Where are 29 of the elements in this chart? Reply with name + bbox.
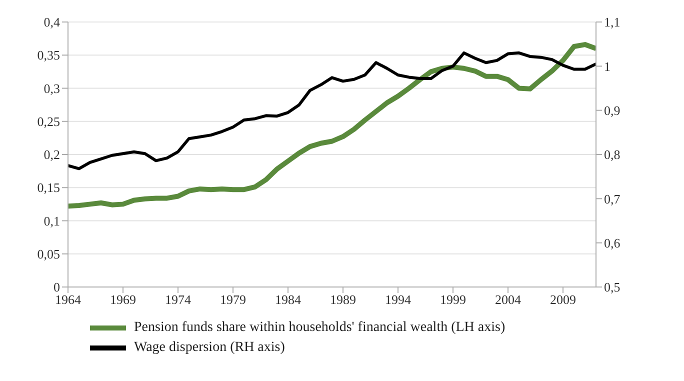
y2-tick-label: 0,6 (604, 235, 621, 250)
y-tick-label: 0 (54, 280, 60, 295)
y2-tick-label: 0,8 (604, 147, 620, 162)
y2-tick-label: 0,7 (604, 191, 621, 206)
x-tick-label: 1984 (275, 292, 302, 308)
x-tick-label: 1999 (440, 292, 466, 308)
legend-label: Pension funds share within households' financial wealth (LH axis) (134, 320, 506, 336)
legend-label: Wage dispersion (RH axis) (134, 340, 285, 356)
y-tick-label: 0,05 (37, 246, 60, 262)
y2-tick-label: 1,1 (604, 14, 620, 30)
y-tick-label: 0,1 (44, 213, 60, 228)
y-tick-label: 0,35 (37, 48, 60, 63)
x-tick-label: 1974 (165, 292, 192, 308)
line-series (68, 51, 596, 170)
x-tick-label: 2009 (550, 292, 576, 308)
y2-tick-label: 0,9 (604, 102, 620, 118)
x-tick-label: 1969 (110, 292, 136, 308)
y-tick-label: 0,4 (44, 14, 60, 30)
y2-tick-label: 1 (604, 58, 610, 74)
x-tick-label: 1979 (220, 292, 246, 308)
y-tick-label: 0,25 (37, 114, 60, 129)
x-tick-label: 1994 (385, 292, 412, 308)
y-tick-label: 0,2 (44, 147, 60, 162)
y2-tick-label: 0,5 (604, 280, 620, 295)
y-tick-label: 0,3 (44, 80, 60, 96)
y-tick-label: 0,15 (37, 180, 60, 196)
x-tick-label: 1989 (330, 292, 356, 308)
x-tick-label: 1964 (55, 292, 82, 308)
x-tick-label: 2004 (495, 292, 522, 308)
